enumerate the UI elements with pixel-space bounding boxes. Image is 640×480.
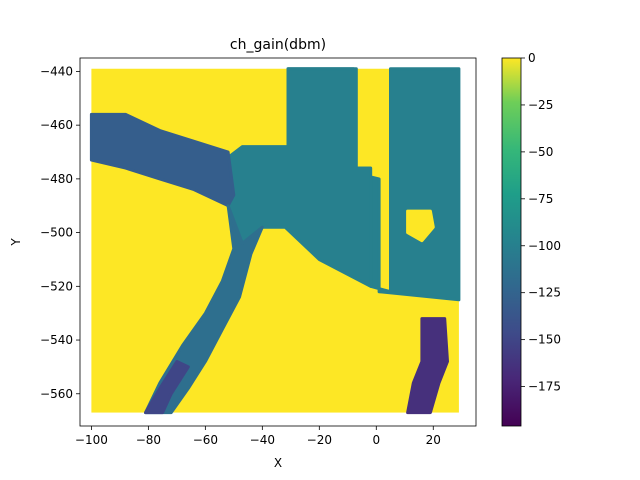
region-lower-diagonal-band [144,204,264,415]
region-lower-diagonal-dark-edge [144,360,190,415]
colorbar-tick-label: −150 [528,333,561,347]
x-tick-label: −20 [307,433,332,447]
x-tick-label: 20 [426,433,441,447]
x-tick-label: −80 [136,433,161,447]
colorbar-tick-label: −175 [528,380,561,394]
chart-title: ch_gain(dbm) [230,37,326,53]
region-right-dark-patch [406,317,449,415]
y-axis-ticks: −440 −460 −480 −500 −520 −540 −560 [40,64,80,401]
y-tick-label: −500 [40,226,73,240]
colorbar-tick-label: −50 [528,145,553,159]
x-tick-label: −100 [75,433,108,447]
plot-frame [79,57,477,427]
colorbar-tick-label: −75 [528,192,553,206]
y-tick-label: −560 [40,387,73,401]
x-tick-label: 0 [372,433,380,447]
y-tick-label: −520 [40,279,73,293]
y-tick-label: −480 [40,172,73,186]
x-tick-label: −60 [193,433,218,447]
x-axis-label: X [274,456,282,470]
plot-content [89,67,461,415]
colorbar-tick-label: −25 [528,98,553,112]
y-axis-label: Y [9,238,23,247]
colorbar-tick-label: −125 [528,286,561,300]
colorbar-ticks: 0 −25 −50 −75 −100 −125 −150 −175 [521,51,561,394]
colorbar-tick-label: −100 [528,239,561,253]
region-left-diagonal-band [89,112,236,208]
colorbar-tick-label: 0 [528,51,536,65]
y-tick-label: −460 [40,118,73,132]
y-tick-label: −540 [40,333,73,347]
region-right-light-hole [406,209,435,243]
colorbar [501,57,522,427]
y-tick-label: −440 [40,64,73,78]
x-axis-ticks: −100 −80 −60 −40 −20 0 20 [75,426,441,447]
x-tick-label: −40 [250,433,275,447]
